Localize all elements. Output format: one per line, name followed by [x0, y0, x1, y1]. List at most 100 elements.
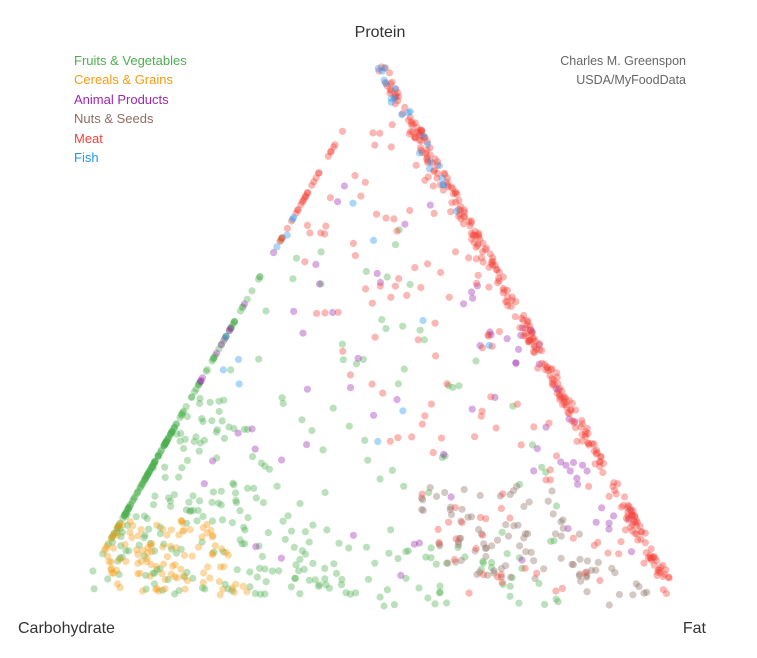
data-point[interactable] — [126, 528, 134, 536]
data-point[interactable] — [234, 355, 243, 363]
data-point[interactable] — [525, 338, 533, 346]
data-point[interactable] — [291, 574, 299, 582]
data-point[interactable] — [209, 532, 217, 540]
data-point[interactable] — [187, 507, 195, 515]
data-point[interactable] — [649, 553, 657, 562]
data-point[interactable] — [415, 130, 424, 138]
data-point[interactable] — [430, 209, 438, 217]
data-point[interactable] — [339, 356, 347, 364]
data-point[interactable] — [625, 514, 633, 523]
data-point[interactable] — [278, 394, 286, 402]
data-point[interactable] — [414, 336, 422, 344]
data-point[interactable] — [376, 593, 384, 601]
data-point[interactable] — [200, 480, 208, 488]
data-point[interactable] — [499, 289, 507, 297]
data-point[interactable] — [160, 540, 168, 548]
data-point[interactable] — [650, 561, 658, 569]
data-point[interactable] — [207, 526, 215, 534]
data-point[interactable] — [181, 573, 189, 581]
data-point[interactable] — [290, 543, 298, 551]
data-point[interactable] — [535, 346, 544, 354]
data-point[interactable] — [253, 573, 261, 581]
data-point[interactable] — [303, 385, 311, 393]
data-point[interactable] — [495, 277, 503, 285]
data-point[interactable] — [116, 584, 124, 592]
data-point[interactable] — [490, 567, 498, 575]
data-point[interactable] — [104, 540, 112, 548]
data-point[interactable] — [578, 420, 587, 428]
data-point[interactable] — [628, 511, 637, 519]
data-point[interactable] — [296, 590, 304, 598]
data-point[interactable] — [443, 178, 451, 186]
data-point[interactable] — [544, 497, 552, 505]
data-point[interactable] — [541, 366, 550, 374]
data-point[interactable] — [565, 397, 573, 405]
data-point[interactable] — [475, 525, 483, 534]
data-point[interactable] — [503, 286, 511, 294]
data-point[interactable] — [208, 533, 217, 541]
data-point[interactable] — [145, 525, 153, 533]
data-point[interactable] — [230, 318, 238, 326]
data-point[interactable] — [543, 364, 552, 372]
data-point[interactable] — [581, 430, 589, 439]
data-point[interactable] — [133, 488, 142, 496]
data-point[interactable] — [219, 337, 228, 345]
data-point[interactable] — [301, 528, 309, 536]
data-point[interactable] — [156, 565, 164, 573]
data-point[interactable] — [213, 426, 221, 434]
data-point[interactable] — [151, 492, 159, 500]
data-point[interactable] — [435, 540, 443, 548]
data-point[interactable] — [591, 460, 599, 468]
data-point[interactable] — [258, 552, 266, 561]
data-point[interactable] — [444, 559, 452, 567]
data-point[interactable] — [218, 340, 226, 348]
data-point[interactable] — [108, 533, 116, 541]
data-point[interactable] — [641, 539, 649, 547]
data-point[interactable] — [229, 320, 237, 328]
data-point[interactable] — [476, 342, 484, 350]
data-point[interactable] — [434, 525, 442, 534]
data-point[interactable] — [300, 194, 308, 202]
data-point[interactable] — [230, 481, 238, 489]
data-point[interactable] — [642, 549, 650, 557]
data-point[interactable] — [467, 219, 475, 227]
data-point[interactable] — [251, 589, 259, 598]
data-point[interactable] — [427, 554, 435, 562]
data-point[interactable] — [322, 581, 330, 589]
data-point[interactable] — [317, 248, 325, 256]
data-point[interactable] — [470, 238, 478, 247]
data-point[interactable] — [436, 542, 444, 550]
data-point[interactable] — [171, 423, 179, 431]
data-point[interactable] — [387, 80, 395, 88]
data-point[interactable] — [236, 536, 244, 544]
data-point[interactable] — [123, 521, 132, 530]
data-point[interactable] — [113, 566, 121, 575]
data-point[interactable] — [387, 526, 395, 534]
data-point[interactable] — [605, 601, 613, 609]
data-point[interactable] — [362, 285, 370, 293]
data-point[interactable] — [433, 492, 441, 500]
legend-item[interactable]: Cereals & Grains — [74, 72, 173, 87]
data-point[interactable] — [472, 357, 480, 365]
data-point[interactable] — [486, 250, 494, 258]
data-point[interactable] — [441, 488, 449, 497]
data-point[interactable] — [194, 506, 202, 515]
data-point[interactable] — [189, 574, 197, 582]
data-point[interactable] — [161, 576, 169, 584]
data-point[interactable] — [170, 491, 178, 499]
data-point[interactable] — [324, 152, 332, 160]
data-point[interactable] — [545, 419, 553, 427]
data-point[interactable] — [139, 478, 147, 486]
data-point[interactable] — [109, 538, 117, 546]
data-point[interactable] — [118, 553, 126, 561]
data-point[interactable] — [419, 316, 427, 325]
data-point[interactable] — [299, 196, 307, 205]
data-point[interactable] — [394, 434, 402, 442]
data-point[interactable] — [256, 273, 264, 281]
data-point[interactable] — [189, 492, 197, 500]
data-point[interactable] — [395, 93, 403, 101]
data-point[interactable] — [471, 547, 479, 555]
data-point[interactable] — [200, 436, 208, 444]
data-point[interactable] — [527, 548, 535, 557]
data-point[interactable] — [515, 599, 523, 607]
